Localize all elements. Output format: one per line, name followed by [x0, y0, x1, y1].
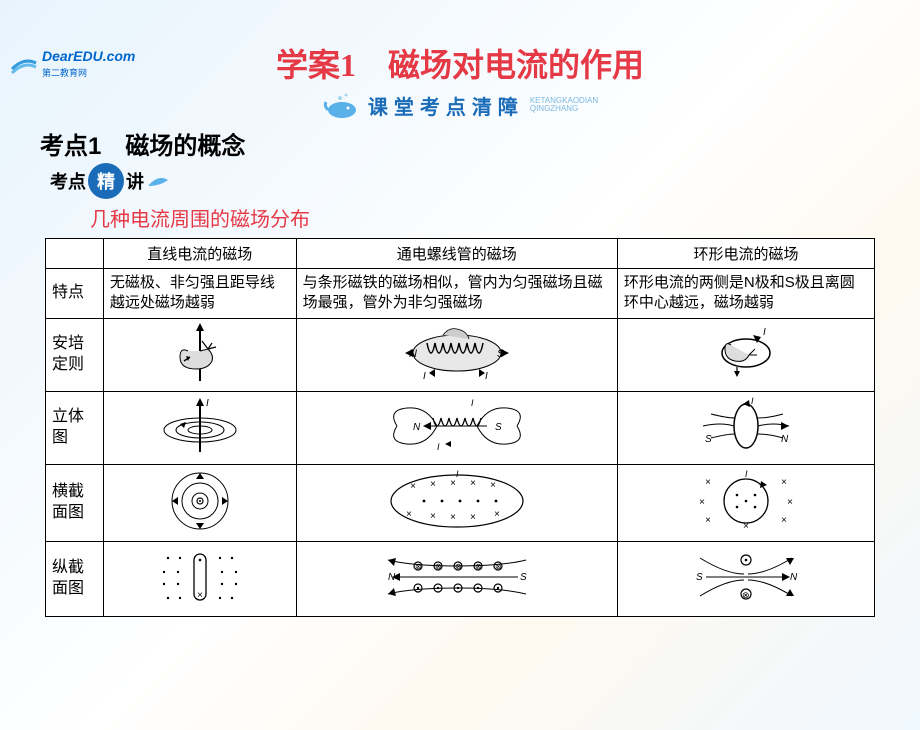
svg-text:×: ×	[490, 481, 496, 492]
whale-icon	[322, 90, 362, 120]
row-label-3d: 立体 图	[46, 391, 104, 464]
stereo-straight: I	[103, 391, 296, 464]
badge-circle: 精	[88, 163, 124, 199]
lecture-badge: 考点 精 讲	[50, 163, 170, 199]
svg-text:×: ×	[494, 510, 500, 521]
logo: DearEDU.com 第二教育网	[10, 48, 135, 79]
svg-text:×: ×	[705, 516, 711, 527]
svg-text:×: ×	[410, 482, 416, 493]
svg-text:I: I	[423, 371, 426, 382]
header-blank	[46, 239, 104, 269]
subtitle: 几种电流周围的磁场分布	[90, 203, 920, 232]
svg-text:×: ×	[430, 512, 436, 523]
logo-subtext: 第二教育网	[42, 66, 135, 79]
svg-text:⊗: ⊗	[455, 563, 462, 572]
row-label-ampere: 安培 定则	[46, 318, 104, 391]
svg-text:⊗: ⊗	[415, 563, 422, 572]
svg-text:⊗: ⊗	[475, 563, 482, 572]
comparison-table: 直线电流的磁场 通电螺线管的磁场 环形电流的磁场 特点 无磁极、非匀强且距导线越…	[45, 238, 875, 617]
ampere-straight	[103, 318, 296, 391]
table-row-cross: 横截 面图 I ××××× ×××××	[46, 464, 875, 541]
header-col1: 直线电流的磁场	[103, 239, 296, 269]
row-label-long: 纵截 面图	[46, 541, 104, 616]
row-label-cross: 横截 面图	[46, 464, 104, 541]
svg-text:I: I	[763, 327, 766, 338]
row-label-features: 特点	[46, 269, 104, 319]
feat-solenoid: 与条形磁铁的磁场相似，管内为匀强磁场且磁场最强，管外为非匀强磁场	[296, 269, 617, 319]
svg-text:×: ×	[781, 478, 787, 489]
svg-text:×: ×	[406, 510, 412, 521]
svg-text:×: ×	[787, 498, 793, 509]
badge-pre: 考点	[50, 168, 86, 194]
banner-pinyin-2: QINGZHANG	[530, 105, 598, 113]
svg-text:×: ×	[450, 479, 456, 490]
section-heading: 考点1 磁场的概念	[40, 126, 920, 161]
cross-straight	[103, 464, 296, 541]
svg-text:N: N	[781, 434, 789, 445]
stereo-loop: S N I	[617, 391, 874, 464]
svg-text:S: S	[696, 572, 703, 583]
header-col3: 环形电流的磁场	[617, 239, 874, 269]
svg-text:N: N	[413, 422, 421, 433]
svg-text:×: ×	[699, 498, 705, 509]
svg-text:N: N	[790, 572, 798, 583]
svg-text:×: ×	[470, 479, 476, 490]
svg-text:I: I	[751, 396, 754, 406]
table-row-ampere: 安培 定则 N S I I	[46, 318, 875, 391]
logo-text: DearEDU.com	[42, 48, 135, 64]
svg-text:S: S	[705, 434, 712, 445]
svg-text:I: I	[471, 398, 474, 408]
svg-text:⊗: ⊗	[495, 563, 502, 572]
ampere-loop: I	[617, 318, 874, 391]
table-header-row: 直线电流的磁场 通电螺线管的磁场 环形电流的磁场	[46, 239, 875, 269]
long-loop: ⊗ S N	[617, 541, 874, 616]
stereo-solenoid: N S I I	[296, 391, 617, 464]
table-row-3d: 立体 图 I N S I I	[46, 391, 875, 464]
cross-loop: I ×× ×× ×× ×	[617, 464, 874, 541]
table-row-features: 特点 无磁极、非匀强且距导线越远处磁场越弱 与条形磁铁的磁场相似，管内为匀强磁场…	[46, 269, 875, 319]
leaf-icon	[146, 172, 170, 190]
svg-text:S: S	[495, 422, 502, 433]
banner: 课堂考点清障 KETANGKAODIAN QINGZHANG	[0, 90, 920, 120]
svg-text:×: ×	[450, 513, 456, 524]
badge-post: 讲	[126, 168, 144, 194]
logo-swoosh-icon	[10, 53, 38, 75]
svg-text:I: I	[745, 469, 748, 479]
svg-text:⊗: ⊗	[435, 563, 442, 572]
long-straight: ×	[103, 541, 296, 616]
svg-text:I: I	[437, 442, 440, 452]
cross-solenoid: I × × × × × × × × × ×	[296, 464, 617, 541]
svg-text:×: ×	[430, 480, 436, 491]
svg-text:I: I	[456, 469, 459, 479]
svg-text:×: ×	[470, 513, 476, 524]
svg-text:×: ×	[705, 478, 711, 489]
long-solenoid: ⊗ ⊗ ⊗ ⊗ ⊗ N S	[296, 541, 617, 616]
svg-text:×: ×	[743, 522, 749, 533]
header-col2: 通电螺线管的磁场	[296, 239, 617, 269]
svg-text:S: S	[520, 572, 527, 583]
svg-text:N: N	[388, 572, 396, 583]
table-row-long: 纵截 面图 ×	[46, 541, 875, 616]
svg-text:I: I	[485, 371, 488, 382]
feat-straight: 无磁极、非匀强且距导线越远处磁场越弱	[103, 269, 296, 319]
svg-text:⊗: ⊗	[742, 591, 750, 601]
banner-text: 课堂考点清障	[368, 97, 524, 119]
svg-text:×: ×	[197, 591, 203, 602]
svg-text:I: I	[206, 398, 209, 409]
ampere-solenoid: N S I I	[296, 318, 617, 391]
page-title: 学案1 磁场对电流的作用	[0, 40, 920, 86]
feat-loop: 环形电流的两侧是N极和S极且离圆环中心越远，磁场越弱	[617, 269, 874, 319]
svg-text:×: ×	[781, 516, 787, 527]
